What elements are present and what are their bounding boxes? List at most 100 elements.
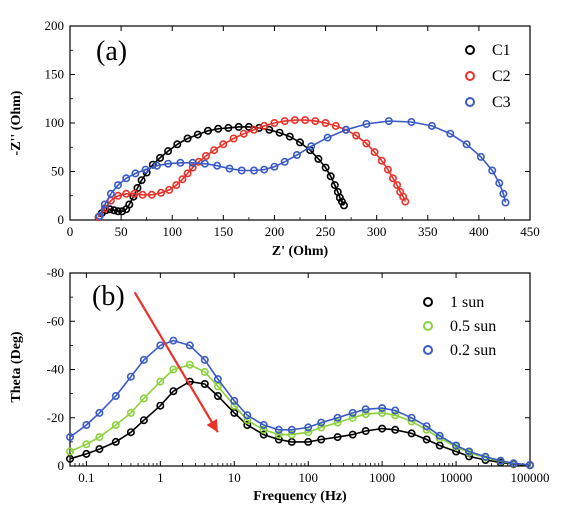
legend-marker [423,345,433,355]
data-point [377,156,386,165]
fit-line [97,119,407,218]
data-point [138,190,147,199]
data-point [378,404,387,413]
data-point [126,408,135,417]
data-point [317,423,326,432]
data-point [378,424,387,433]
series-0-2-sun [66,336,534,469]
data-point [95,408,104,417]
trend-arrow-shaft [133,291,219,433]
data-point [422,435,431,444]
data-point [243,411,252,420]
data-point [250,125,259,134]
legend-label: C1 [492,42,511,59]
data-point [66,454,75,463]
x-tick-label: 150 [214,224,234,239]
data-point [169,336,178,345]
panel-a-y-axis-label: -Z'' (Ohm) [9,90,24,155]
data-point [200,379,209,388]
data-point [339,201,348,210]
legend-marker [423,297,433,307]
data-point [304,437,313,446]
panel-a-nyquist-plot: (a) Z' (Ohm) -Z'' (Ohm) 0 50 100 150 200 250 3… [9,18,540,259]
x-tick-label: 1000 [369,470,395,485]
data-point [341,125,350,134]
data-point [292,151,301,160]
data-point [321,119,330,128]
data-point [378,408,387,417]
data-point [118,207,127,216]
data-point [391,411,400,420]
series-c3 [95,117,510,221]
data-point [130,189,139,198]
data-point [66,433,75,442]
x-tick-label: 0.1 [78,470,94,485]
data-point [333,418,342,427]
data-point [499,189,508,198]
data-point [287,425,296,434]
data-point [243,420,252,429]
data-point [131,169,140,178]
data-point [274,430,283,439]
data-point [407,118,416,127]
data-point [326,172,335,181]
x-tick-label: 100 [162,224,182,239]
data-point [122,174,131,183]
data-point [164,147,173,156]
data-point [496,456,505,465]
data-point [111,420,120,429]
data-point [114,181,123,190]
x-tick-label: 450 [520,224,540,239]
data-point [362,139,371,148]
legend-label: C2 [492,68,511,85]
data-point [287,437,296,446]
data-point [213,375,222,384]
data-point [210,146,219,155]
y-tick-label: 200 [45,18,65,33]
x-tick-label: 300 [367,224,387,239]
data-point [230,396,239,405]
data-point [370,148,379,157]
series-c2 [94,116,410,222]
data-point [164,159,173,168]
data-point [317,435,326,444]
data-point [265,125,274,134]
legend-label: C3 [492,94,511,111]
y-tick-label: -60 [47,313,64,328]
data-point [509,459,518,468]
data-point [200,159,209,168]
panel-b-bode-plot: (b) Frequency (Hz) Theta (Deg) 0.1 1 10 100… [9,265,550,504]
data-point [125,200,134,209]
data-point [407,413,416,422]
x-tick-label: 200 [265,224,285,239]
y-tick-label: 150 [45,67,65,82]
data-point [157,188,166,197]
x-tick-label: 50 [115,224,128,239]
data-point [280,157,289,166]
panel-b-x-axis-label: Frequency (Hz) [253,489,347,504]
data-point [95,433,104,442]
legend-marker [465,45,475,55]
data-point [173,140,182,149]
data-point [204,126,213,135]
legend-marker [423,321,433,331]
data-point [193,130,202,139]
data-point [383,165,392,174]
data-point [260,165,269,174]
data-point [333,413,342,422]
data-point [169,365,178,374]
data-point [290,116,299,125]
data-point [111,391,120,400]
data-point [165,185,174,194]
data-point [139,355,148,364]
data-point [333,433,342,442]
data-point [307,142,316,151]
data-point [183,134,192,143]
fit-line [69,363,531,466]
data-point [348,408,357,417]
data-point [100,200,109,209]
data-point [156,377,165,386]
x-tick-label: 400 [469,224,489,239]
x-tick-label: 0 [67,224,74,239]
data-point [66,447,75,456]
